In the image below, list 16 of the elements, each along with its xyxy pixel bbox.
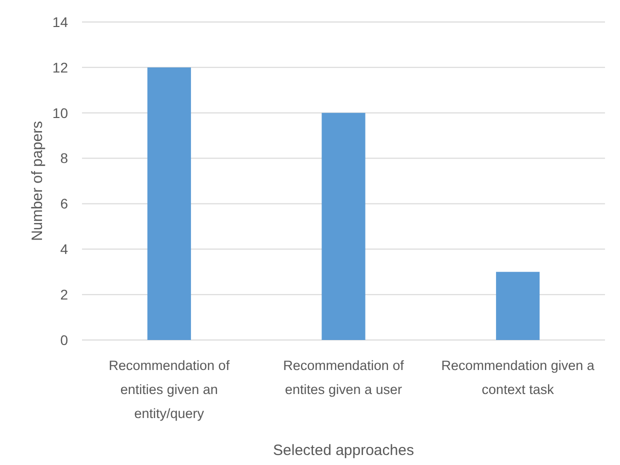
- y-tick-label: 14: [52, 14, 68, 30]
- y-tick-label: 6: [60, 196, 68, 212]
- x-axis-title: Selected approaches: [273, 442, 414, 459]
- y-axis-title: Number of papers: [29, 120, 46, 242]
- y-tick-label: 10: [52, 104, 68, 121]
- x-tick-label: Recommendation given a context task: [441, 358, 595, 397]
- y-tick-label: 2: [60, 286, 68, 302]
- y-tick-label: 0: [60, 332, 68, 348]
- y-tick-label: 12: [52, 59, 68, 76]
- bar: [496, 272, 540, 340]
- bar: [322, 112, 366, 340]
- x-tick-label: Recommendation of entites given a user: [283, 358, 404, 397]
- y-tick-label: 4: [60, 241, 68, 258]
- bar: [147, 67, 191, 340]
- y-tick-label: 8: [60, 150, 68, 166]
- x-tick-label: Recommendation of entities given an entity/query: [108, 358, 230, 421]
